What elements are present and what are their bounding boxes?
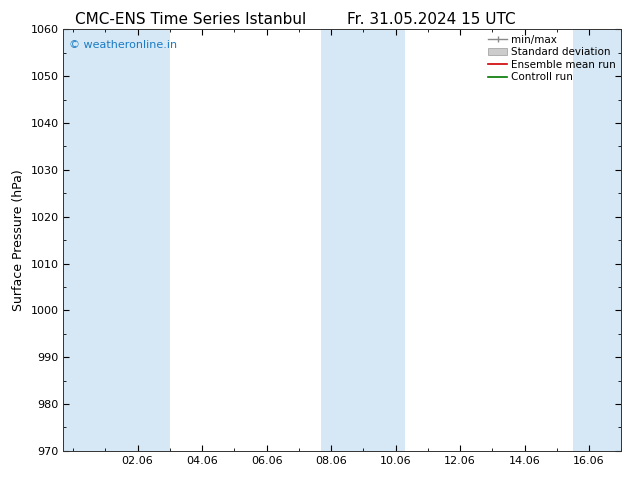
Bar (573, 29, 621, 451)
Text: © weatheronline.in: © weatheronline.in (69, 40, 177, 50)
Bar (122, 29, 170, 451)
Bar (321, 29, 354, 451)
Text: CMC-ENS Time Series Istanbul: CMC-ENS Time Series Istanbul (75, 12, 306, 27)
Legend: min/max, Standard deviation, Ensemble mean run, Controll run: min/max, Standard deviation, Ensemble me… (486, 32, 618, 84)
Y-axis label: Surface Pressure (hPa): Surface Pressure (hPa) (12, 169, 25, 311)
Text: Fr. 31.05.2024 15 UTC: Fr. 31.05.2024 15 UTC (347, 12, 515, 27)
Bar (354, 29, 405, 451)
Bar (63, 29, 122, 451)
